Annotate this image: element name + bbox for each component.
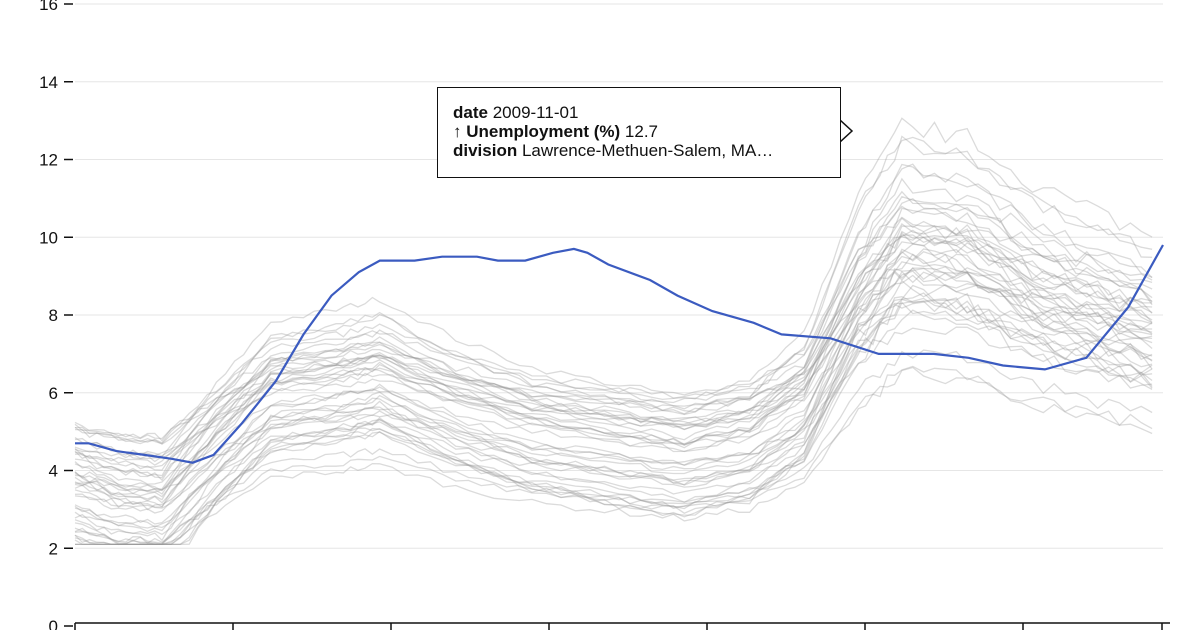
background-series-line (74, 223, 1153, 479)
tooltip-pointer (840, 120, 854, 142)
y-tick-label: 16 (39, 0, 58, 14)
background-series-line (74, 136, 1153, 482)
background-series-line (74, 232, 1153, 468)
y-tick-label: 12 (39, 151, 58, 170)
background-series-line (74, 230, 1153, 457)
background-series-line (74, 297, 1153, 509)
tooltip-date-row: date 2009-11-01 (453, 103, 840, 122)
background-series-line (74, 296, 1153, 525)
tooltip: date 2009-11-01 ↑ Unemployment (%) 12.7 … (437, 87, 841, 178)
background-series-line (74, 301, 1153, 528)
highlighted-series-line[interactable] (75, 244, 1164, 464)
background-series-line (74, 234, 1153, 529)
background-series-line (74, 274, 1153, 533)
tooltip-division-row: division Lawrence-Methuen-Salem, MA… (453, 141, 840, 160)
background-series-line (74, 217, 1153, 495)
y-tick-label: 2 (49, 539, 58, 558)
background-series-line (74, 243, 1153, 536)
background-series-line (74, 117, 1153, 463)
background-series-line (74, 270, 1153, 492)
background-series-line (74, 267, 1153, 466)
background-series-line (74, 349, 1153, 544)
tooltip-date-value: 2009-11-01 (492, 103, 579, 122)
background-series-line (74, 216, 1153, 508)
tooltip-date-key: date (453, 103, 488, 122)
background-series-line (74, 299, 1153, 546)
background-series-line (74, 237, 1153, 440)
background-series-line (74, 366, 1153, 545)
y-tick-label: 8 (49, 306, 58, 325)
background-series-line (74, 284, 1153, 546)
background-series-lines (74, 117, 1153, 546)
background-series-line (74, 326, 1153, 498)
tooltip-value-value: 12.7 (624, 122, 659, 141)
background-series-line (74, 135, 1153, 477)
y-tick-label: 14 (39, 73, 58, 92)
background-series-line (74, 253, 1153, 445)
background-series-line (74, 292, 1153, 542)
background-series-line (74, 309, 1153, 546)
background-series-line (75, 261, 1153, 546)
background-series-line (74, 163, 1153, 501)
background-series-line (74, 267, 1153, 442)
background-series-line (74, 365, 1153, 546)
background-series-line (74, 225, 1153, 493)
y-axis: 0 2 4 6 8 10 12 14 16 (39, 0, 73, 630)
y-tick-label: 4 (49, 462, 58, 481)
background-series-line (74, 205, 1153, 445)
background-series-line (74, 207, 1153, 471)
background-series-line (74, 248, 1153, 492)
background-series-line (75, 267, 1153, 546)
highlighted-series-path[interactable] (75, 244, 1164, 464)
background-series-line (74, 195, 1153, 508)
background-series-line (74, 163, 1153, 490)
tooltip-value-row: ↑ Unemployment (%) 12.7 (453, 122, 840, 141)
background-series-line (74, 231, 1153, 546)
background-series-line (74, 270, 1153, 457)
background-series-line (74, 177, 1153, 485)
y-tick-label: 10 (39, 228, 58, 247)
tooltip-division-key: division (453, 141, 518, 160)
background-series-line (74, 297, 1153, 460)
y-tick-label: 0 (49, 617, 58, 630)
background-series-line (74, 229, 1153, 546)
background-series-line (74, 190, 1153, 504)
y-tick-label: 6 (49, 384, 58, 403)
background-series-line (74, 197, 1153, 444)
background-series-line (75, 248, 1153, 546)
tooltip-value-key: ↑ Unemployment (%) (453, 122, 621, 141)
tooltip-division-value: Lawrence-Methuen-Salem, MA… (521, 141, 774, 160)
x-axis (74, 622, 1170, 630)
background-series-line (74, 279, 1153, 511)
